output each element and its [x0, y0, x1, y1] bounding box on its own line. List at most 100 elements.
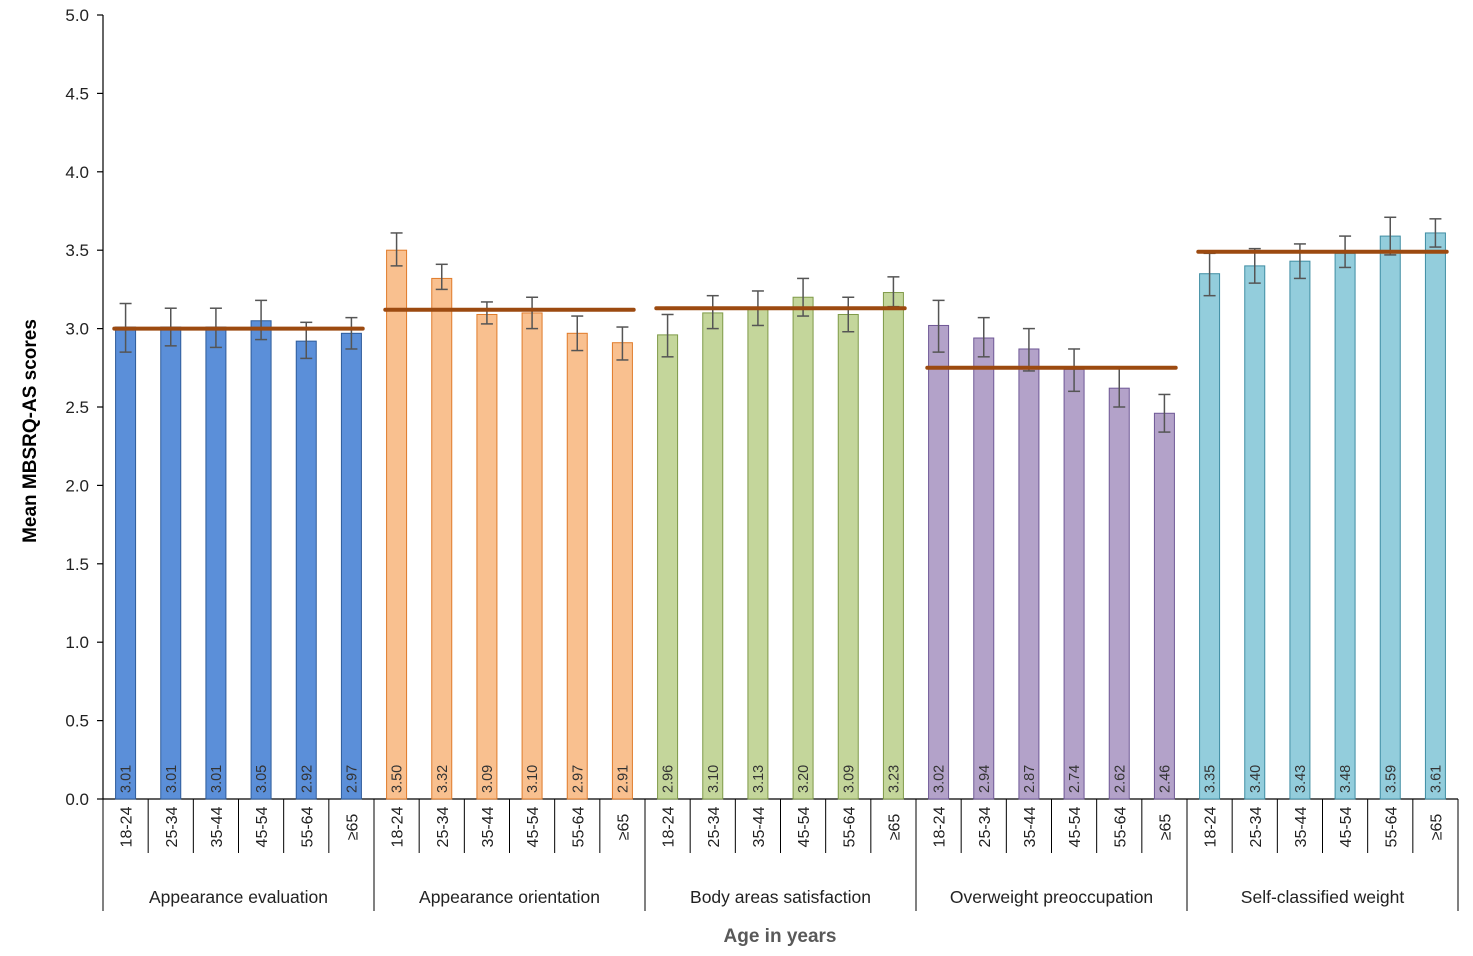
bar: [657, 334, 679, 800]
bar: [882, 292, 904, 800]
bar: [1018, 348, 1040, 800]
bar: [386, 249, 408, 800]
y-tick-label: 0.0: [65, 790, 89, 809]
data-label: 3.01: [209, 765, 225, 793]
data-label: 3.59: [1383, 765, 1399, 793]
x-tick-label: 45-54: [796, 806, 813, 847]
x-tick-label: ≥65: [886, 814, 903, 841]
bar: [792, 296, 814, 800]
bar: [747, 307, 769, 800]
bar: [611, 342, 633, 800]
bar: [521, 312, 543, 800]
x-tick-label: 55-64: [570, 806, 587, 847]
x-tick-label: 18-24: [390, 806, 407, 847]
bar: [928, 324, 950, 800]
bar: [295, 340, 317, 800]
x-tick-label: 55-64: [1383, 806, 1400, 847]
bar: [431, 277, 453, 800]
x-group-label: Appearance orientation: [419, 887, 600, 907]
data-label: 2.87: [1022, 765, 1038, 793]
x-tick-label: 18-24: [661, 806, 678, 847]
x-tick-label: 55-64: [299, 806, 316, 847]
data-label: 2.96: [661, 765, 677, 793]
x-tick-label: ≥65: [344, 814, 361, 841]
y-axis-title: Mean MBSRQ-AS scores: [20, 319, 41, 543]
y-tick-label: 3.5: [65, 241, 89, 260]
bar: [476, 313, 498, 800]
x-group-label: Body areas satisfaction: [690, 887, 871, 907]
y-tick-label: 5.0: [65, 6, 89, 25]
bar: [1063, 368, 1085, 800]
bar: [205, 326, 227, 800]
bar: [160, 326, 182, 800]
data-label: 2.74: [1067, 765, 1083, 793]
data-label: 2.92: [299, 765, 315, 793]
x-tick-label: 35-44: [1022, 806, 1039, 847]
data-label: 3.48: [1338, 765, 1354, 793]
x-axis-labels: 18-24 25-34 35-44 45-54 55-64 ≥65 Appearance e…: [102, 799, 1459, 911]
data-label: 3.09: [480, 765, 496, 793]
data-label: 3.10: [706, 765, 722, 793]
data-label: 2.97: [570, 765, 586, 793]
data-label: 3.43: [1293, 765, 1309, 793]
data-label: 3.13: [751, 765, 767, 793]
y-tick-label: 3.0: [65, 320, 89, 339]
data-label: 2.46: [1157, 765, 1173, 793]
x-tick-label: 18-24: [119, 806, 136, 847]
x-tick-label: 25-34: [164, 806, 181, 847]
data-label: 3.23: [886, 765, 902, 793]
x-tick-label: ≥65: [1428, 814, 1445, 841]
data-label: 3.01: [164, 765, 180, 793]
x-tick-label: ≥65: [615, 814, 632, 841]
x-tick-label: 25-34: [977, 806, 994, 847]
data-label: 3.05: [254, 765, 270, 793]
y-tick-label: 2.5: [65, 398, 89, 417]
bar: [1334, 252, 1356, 800]
data-label: 3.10: [525, 765, 541, 793]
x-tick-label: 25-34: [435, 806, 452, 847]
x-tick-label: 35-44: [480, 806, 497, 847]
data-label: 3.35: [1203, 765, 1219, 793]
x-tick-label: 45-54: [1338, 806, 1355, 847]
bar: [1108, 387, 1130, 800]
y-tick-label: 4.0: [65, 163, 89, 182]
bar: [1153, 412, 1175, 800]
bar: [1289, 260, 1311, 800]
x-tick-label: 18-24: [932, 806, 949, 847]
x-tick-label: 45-54: [525, 806, 542, 847]
data-label: 3.50: [390, 765, 406, 793]
data-label: 3.02: [932, 765, 948, 793]
bar: [115, 326, 137, 800]
bar: [1379, 235, 1401, 800]
x-group-label: Overweight preoccupation: [950, 887, 1153, 907]
y-axis-ticks: 0.0 0.5 1.0 1.5 2.0 2.5 3.0 3.5 4.0 4.5 5.0: [65, 6, 103, 809]
x-tick-label: 35-44: [751, 806, 768, 847]
x-group-label: Self-classified weight: [1241, 887, 1405, 907]
data-label: 2.62: [1112, 765, 1128, 793]
data-label: 2.94: [977, 765, 993, 793]
x-tick-label: 25-34: [706, 806, 723, 847]
x-tick-label: ≥65: [1157, 814, 1174, 841]
data-label: 3.32: [435, 765, 451, 793]
y-tick-label: 1.5: [65, 555, 89, 574]
bar: [340, 332, 362, 800]
x-tick-label: 35-44: [209, 806, 226, 847]
data-label: 2.91: [615, 765, 631, 793]
y-tick-label: 0.5: [65, 712, 89, 731]
x-tick-label: 45-54: [1067, 806, 1084, 847]
y-tick-label: 4.5: [65, 84, 89, 103]
x-tick-label: 18-24: [1203, 806, 1220, 847]
x-tick-label: 45-54: [254, 806, 271, 847]
bar: [1424, 232, 1446, 800]
data-label: 3.20: [796, 765, 812, 793]
bar: [250, 320, 272, 800]
x-group-label: Appearance evaluation: [149, 887, 328, 907]
x-tick-label: 35-44: [1293, 806, 1310, 847]
bar: [1244, 265, 1266, 800]
x-tick-label: 25-34: [1248, 806, 1265, 847]
data-label: 3.61: [1428, 765, 1444, 793]
data-label: 3.01: [119, 765, 135, 793]
y-tick-label: 2.0: [65, 476, 89, 495]
bar: [702, 312, 724, 800]
